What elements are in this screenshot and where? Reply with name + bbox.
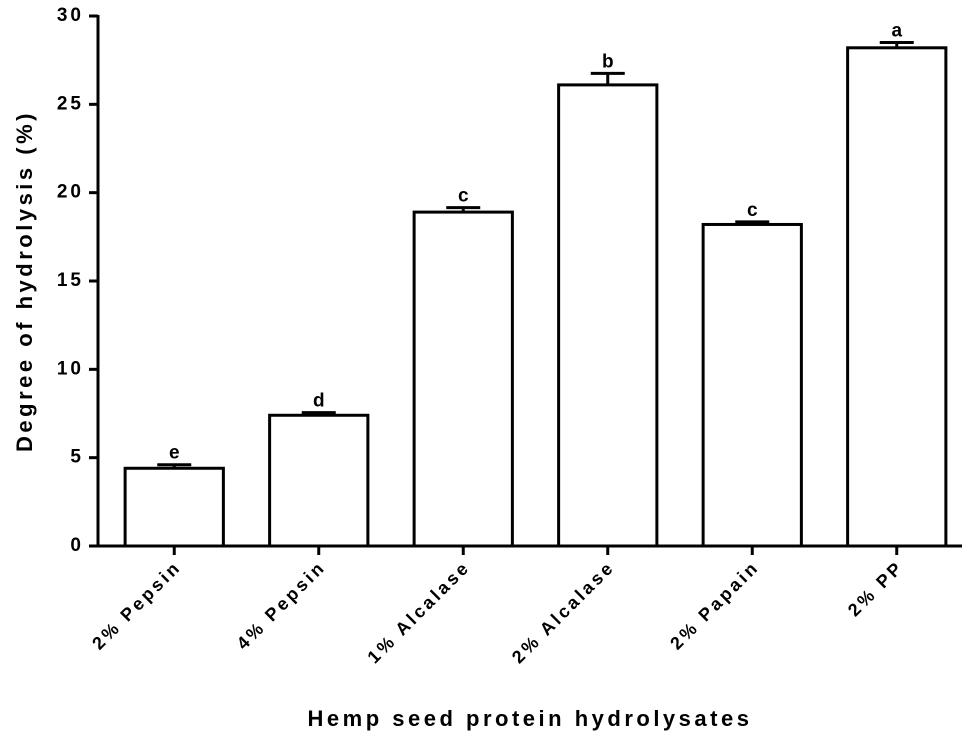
bar [268,413,370,548]
x-tick-label: 2% Alcalase [508,557,619,668]
y-tick-label: 5 [70,447,84,468]
annotation: e [169,443,180,464]
annotation: b [602,51,614,72]
error-bar [735,220,770,225]
annotation: c [458,186,469,207]
bar [701,222,803,548]
error-bar [157,463,192,469]
error-bar [879,41,914,48]
annotation: d [313,391,325,412]
x-tick-label: 1% Alcalase [363,557,474,668]
y-tick-label: 20 [57,182,84,203]
error-bar [301,411,336,416]
bar [123,466,225,548]
error-bar [446,206,481,213]
error-bar [590,71,625,85]
bar [412,210,514,548]
y-tick-label: 0 [70,535,84,556]
x-tick-label: 2% Pepsin [88,557,185,654]
x-tick-label: 4% Pepsin [233,557,330,654]
bar [846,46,948,548]
x-axis-title: Hemp seed protein hydrolysates [308,706,753,731]
x-tick-label: 2% PP [844,557,908,621]
bar [557,83,659,548]
y-tick-label: 25 [57,93,84,114]
annotation: c [747,200,758,221]
x-tick-label: 2% Papain [666,557,763,654]
y-tick-label: 15 [57,270,84,291]
annotation: a [891,21,902,42]
y-tick-label: 10 [57,358,84,379]
y-tick-label: 30 [57,5,84,26]
y-axis-title: Degree of hydrolysis (%) [12,110,37,452]
